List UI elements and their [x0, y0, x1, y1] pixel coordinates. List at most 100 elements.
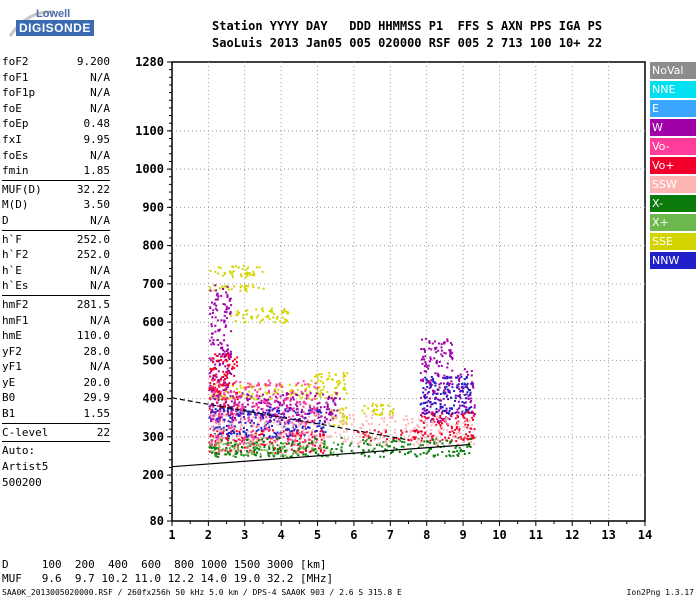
- param-value: 252.0: [76, 232, 110, 246]
- echo-point: [465, 393, 468, 396]
- echo-point: [228, 453, 231, 456]
- param-row-fof2: foF2 9.200: [2, 54, 110, 70]
- echo-point: [340, 446, 343, 449]
- echo-point: [444, 352, 447, 355]
- echo-point: [323, 405, 326, 408]
- echo-point: [369, 436, 372, 439]
- x-tick-label: 4: [278, 528, 285, 542]
- echo-point: [238, 430, 241, 433]
- echo-point: [215, 447, 218, 450]
- echo-point: [212, 420, 215, 423]
- echo-point: [263, 421, 266, 424]
- echo-point: [217, 436, 220, 439]
- echo-point: [426, 392, 429, 395]
- echo-point: [220, 355, 223, 358]
- echo-point: [455, 445, 458, 448]
- echo-point: [463, 441, 466, 444]
- echo-point: [328, 375, 331, 378]
- echo-point: [439, 424, 442, 427]
- echo-point: [250, 395, 253, 398]
- echo-point: [429, 358, 432, 361]
- echo-point: [260, 414, 263, 417]
- echo-point: [222, 420, 225, 423]
- echo-point: [252, 422, 255, 425]
- echo-point: [316, 407, 319, 410]
- echo-point: [209, 312, 212, 315]
- echo-point: [420, 430, 423, 433]
- echo-point: [275, 434, 278, 437]
- echo-point: [305, 449, 308, 452]
- echo-point: [249, 449, 252, 452]
- echo-point: [417, 431, 420, 434]
- echo-point: [221, 398, 224, 401]
- echo-point: [341, 443, 344, 446]
- echo-point: [222, 274, 225, 277]
- echo-point: [315, 450, 318, 453]
- param-value: 20.0: [83, 375, 111, 389]
- echo-point: [307, 430, 310, 433]
- echo-point: [418, 418, 421, 421]
- echo-point: [378, 437, 381, 440]
- echo-point: [281, 404, 284, 407]
- echo-point: [433, 413, 436, 416]
- echo-point: [297, 443, 300, 446]
- echo-point: [443, 377, 446, 380]
- echo-point: [265, 384, 268, 387]
- echo-point: [233, 404, 236, 407]
- echo-point: [452, 435, 455, 438]
- echo-point: [289, 400, 292, 403]
- echo-point: [304, 425, 307, 428]
- echo-point: [254, 413, 257, 416]
- echo-point: [239, 381, 242, 384]
- echo-point: [219, 378, 222, 381]
- echo-point: [208, 446, 211, 449]
- echo-point: [416, 424, 419, 427]
- echo-point: [240, 422, 243, 425]
- echo-point: [425, 401, 428, 404]
- echo-point: [320, 376, 323, 379]
- echo-point: [281, 316, 284, 319]
- echo-point: [456, 408, 459, 411]
- echo-point: [326, 391, 329, 394]
- echo-point: [222, 407, 225, 410]
- echo-point: [217, 384, 220, 387]
- echo-point: [426, 451, 429, 454]
- echo-point: [268, 447, 271, 450]
- echo-point: [235, 414, 238, 417]
- echo-point: [256, 404, 259, 407]
- echo-point: [470, 406, 473, 409]
- echo-point: [448, 418, 451, 421]
- echo-point: [282, 401, 285, 404]
- echo-point: [224, 437, 227, 440]
- echo-point: [208, 387, 211, 390]
- echo-point: [253, 398, 256, 401]
- echo-point: [342, 419, 345, 422]
- echo-point: [222, 397, 225, 400]
- echo-point: [270, 309, 273, 312]
- echo-point: [223, 350, 226, 353]
- echo-point: [443, 386, 446, 389]
- echo-point: [274, 435, 277, 438]
- echo-point: [382, 435, 385, 438]
- param-row-fof1p: foF1p N/A: [2, 85, 110, 101]
- echo-point: [239, 439, 242, 442]
- echo-point: [384, 431, 387, 434]
- echo-point: [373, 438, 376, 441]
- echo-point: [253, 433, 256, 436]
- echo-point: [275, 406, 278, 409]
- legend-item-vominus: Vo-: [650, 138, 696, 155]
- echo-point: [388, 445, 391, 448]
- echo-point: [328, 395, 331, 398]
- echo-point: [330, 411, 333, 414]
- echo-point: [267, 402, 270, 405]
- echo-point: [235, 403, 238, 406]
- echo-point: [319, 435, 322, 438]
- echo-point: [382, 455, 385, 458]
- echo-point: [209, 286, 212, 289]
- echo-point: [268, 426, 271, 429]
- echo-point: [371, 410, 374, 413]
- echo-point: [440, 382, 443, 385]
- echo-point: [415, 440, 418, 443]
- param-name: D: [2, 213, 9, 227]
- echo-point: [302, 453, 305, 456]
